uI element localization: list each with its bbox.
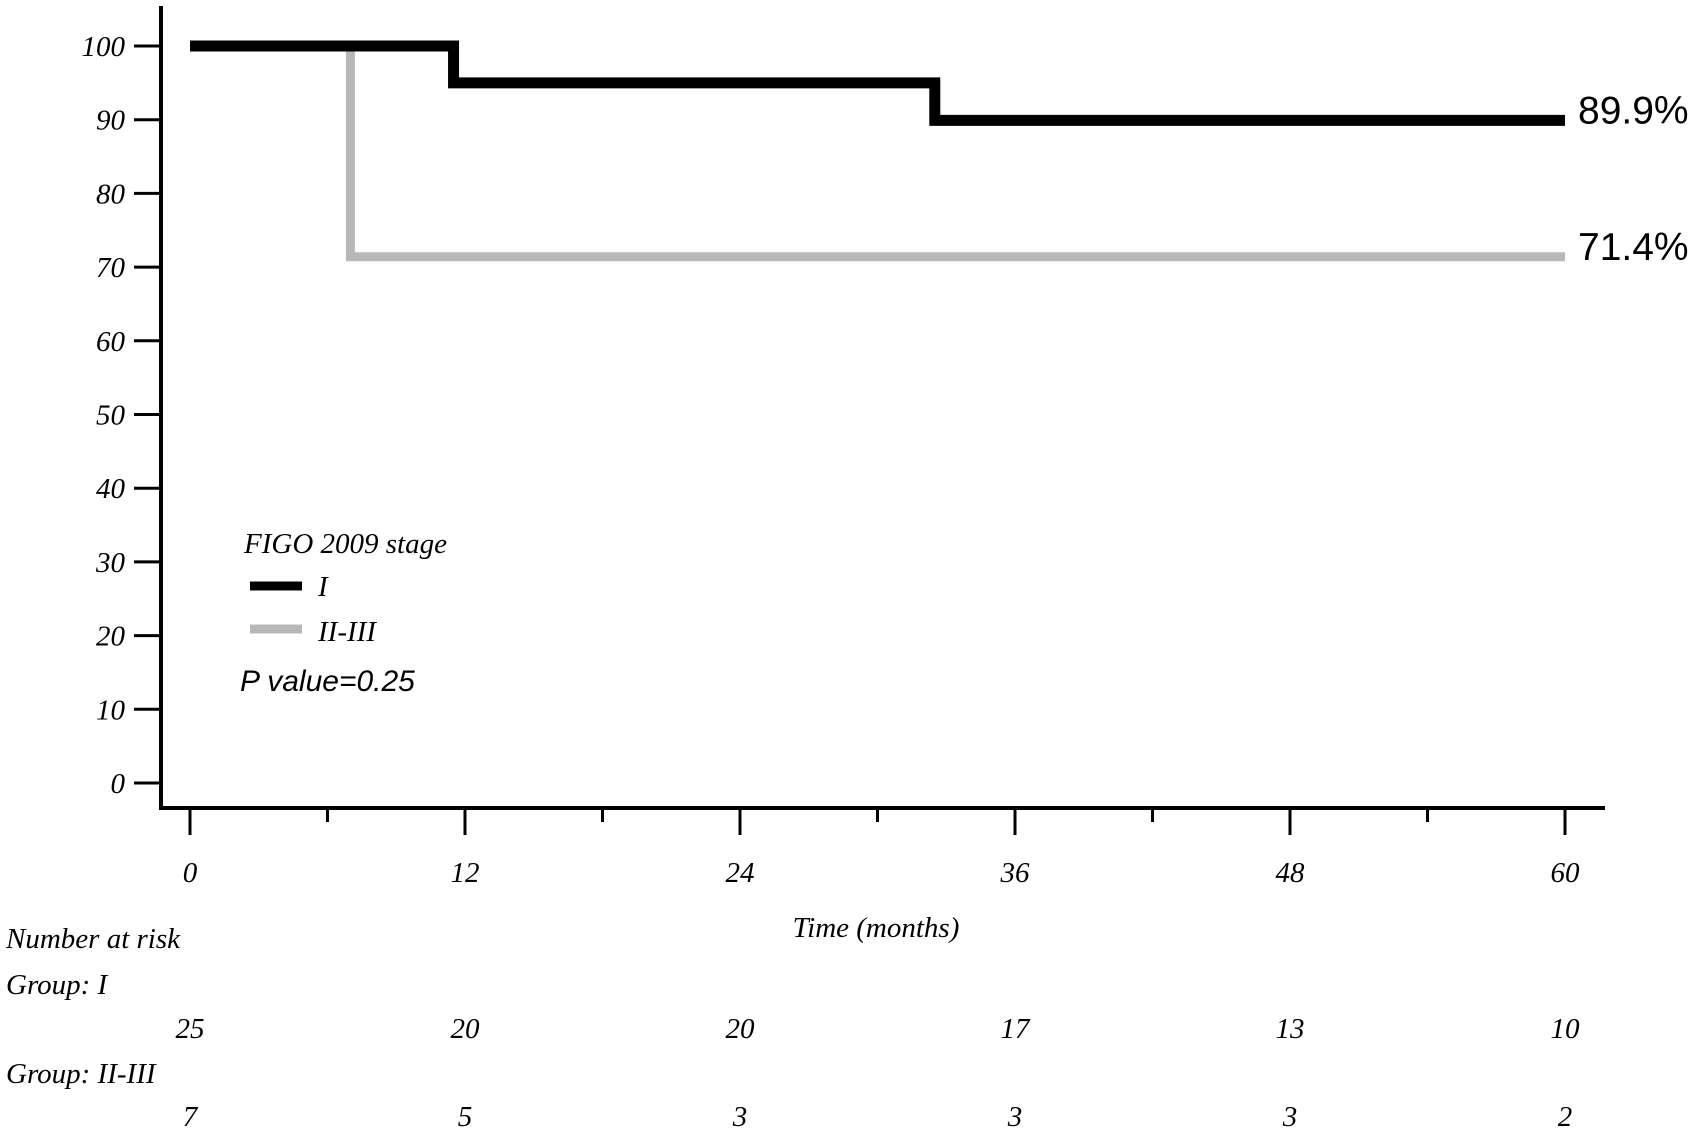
risk-count: 3 xyxy=(1007,1101,1023,1132)
x-tick-label: 12 xyxy=(451,857,480,889)
risk-group-label-i: Group: I xyxy=(6,969,109,1001)
curve-i xyxy=(190,40,1565,126)
risk-count: 20 xyxy=(451,1013,481,1045)
x-tick-label: 0 xyxy=(183,857,198,889)
legend-label-ii-iii: II-III xyxy=(317,616,377,648)
risk-count: 10 xyxy=(1551,1013,1581,1045)
x-tick-label: 48 xyxy=(1276,857,1306,889)
risk-count: 25 xyxy=(176,1013,205,1045)
legend-label-i: I xyxy=(317,571,329,603)
end-label-i: 89.9% xyxy=(1578,89,1689,132)
x-tick-label: 60 xyxy=(1551,857,1581,889)
y-tick-label: 60 xyxy=(96,326,126,358)
y-tick-label: 30 xyxy=(95,547,126,579)
y-tick-label: 70 xyxy=(96,252,126,284)
legend-title: FIGO 2009 stage xyxy=(243,528,447,560)
x-tick-label: 24 xyxy=(726,857,755,889)
y-tick-label: 40 xyxy=(96,473,126,505)
legend: FIGO 2009 stage I II-III P value=0.25 xyxy=(240,528,447,698)
y-tick-label: 80 xyxy=(96,178,126,210)
p-value-annotation: P value=0.25 xyxy=(240,665,415,698)
risk-table: Number at risk Group: I Group: II-III 25… xyxy=(5,923,1580,1132)
risk-count: 3 xyxy=(1282,1101,1298,1132)
y-tick-label: 10 xyxy=(96,694,126,726)
risk-count: 13 xyxy=(1276,1013,1305,1045)
end-labels: 89.9% 71.4% xyxy=(1578,89,1689,268)
survival-curves xyxy=(190,40,1565,262)
y-tick-label: 0 xyxy=(111,768,126,800)
risk-table-title: Number at risk xyxy=(5,923,181,955)
x-tick-label: 36 xyxy=(1000,857,1031,889)
y-tick-label: 20 xyxy=(96,621,126,653)
risk-counts: 25 20 20 17 13 10 7 5 3 3 3 2 xyxy=(176,1013,1581,1132)
risk-count: 3 xyxy=(732,1101,748,1132)
end-label-ii-iii: 71.4% xyxy=(1578,226,1689,269)
risk-count: 7 xyxy=(183,1101,199,1132)
risk-group-label-ii-iii: Group: II-III xyxy=(6,1058,157,1090)
y-tick-label: 100 xyxy=(82,31,126,63)
y-tick-label: 50 xyxy=(96,400,126,432)
risk-count: 17 xyxy=(1001,1013,1032,1045)
risk-count: 2 xyxy=(1558,1101,1573,1132)
axes xyxy=(159,6,1605,810)
risk-count: 5 xyxy=(458,1101,473,1132)
x-axis-label: Time (months) xyxy=(793,912,960,944)
y-axis-ticks: 0 10 20 30 40 50 60 70 80 90 100 xyxy=(82,31,161,800)
x-axis-ticks: 0 12 24 36 48 60 xyxy=(183,808,1580,889)
y-tick-label: 90 xyxy=(96,105,126,137)
risk-count: 20 xyxy=(726,1013,756,1045)
